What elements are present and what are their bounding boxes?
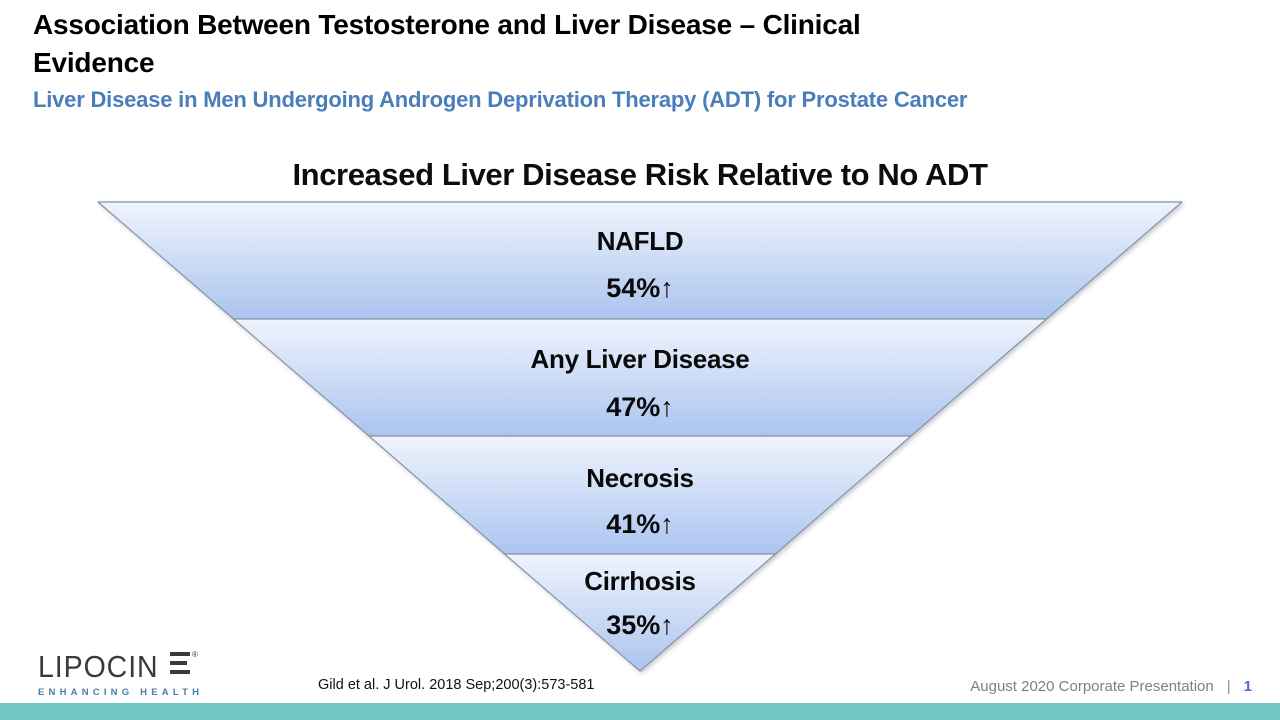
slide-subtitle: Liver Disease in Men Undergoing Androgen… [33,87,968,112]
funnel-label-necrosis: Necrosis [586,463,694,493]
funnel-value-cirrhosis: 35%↑ [606,610,674,640]
bottom-accent-bar [0,703,1280,720]
logo-wordmark-text: LIPOCIN [38,649,159,684]
funnel-label-any-liver-disease: Any Liver Disease [530,344,750,374]
logo-wordmark: LIPOCIN ® [38,649,203,684]
page-number: 1 [1243,678,1252,695]
citation-text: Gild et al. J Urol. 2018 Sep;200(3):573-… [318,677,595,693]
footer-credit-block: August 2020 Corporate Presentation | 1 [970,678,1252,695]
lipocine-logo: LIPOCIN ® ENHANCING HEALTH [38,649,204,699]
funnel-value-necrosis: 41%↑ [606,509,674,539]
slide-title: Association Between Testosterone and Liv… [33,6,861,82]
chart-title: Increased Liver Disease Risk Relative to… [292,157,988,192]
funnel-label-nafld: NAFLD [596,226,684,256]
funnel-label-cirrhosis: Cirrhosis [584,566,696,596]
logo-stylized-e-glyph [170,652,191,674]
funnel-chart [97,201,1183,672]
funnel-segment-cirrhosis [503,553,777,672]
footer-presentation-credit: August 2020 Corporate Presentation [970,678,1214,695]
funnel-value-nafld: 54%↑ [606,273,674,303]
slide-title-line-2: Evidence [33,47,155,78]
registered-trademark-icon: ® [192,650,198,659]
funnel-value-any-liver-disease: 47%↑ [606,392,674,422]
logo-tagline: ENHANCING HEALTH [38,687,204,698]
footer-separator: | [1226,678,1231,695]
slide-title-line-1: Association Between Testosterone and Liv… [33,9,861,40]
